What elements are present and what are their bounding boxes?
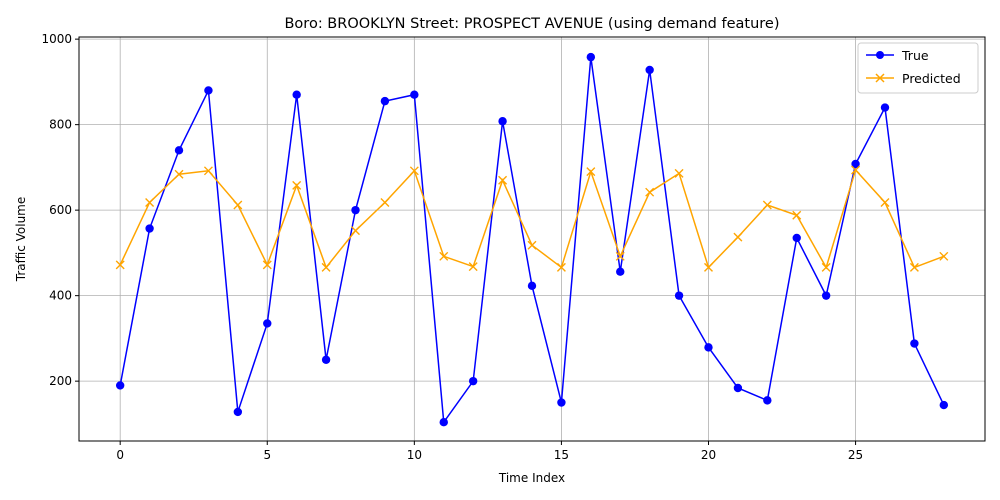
data-point-predicted [380,197,390,207]
y-tick-label: 600 [49,203,72,217]
legend-predicted-marker [875,73,885,83]
data-point-true [586,52,596,62]
chart-title: Boro: BROOKLYN Street: PROSPECT AVENUE (… [284,16,779,32]
data-point-predicted [145,197,155,207]
x-tick-label: 10 [407,448,422,462]
data-point-true [527,281,537,291]
data-point-predicted [468,262,478,272]
data-point-true [174,146,184,155]
data-point-predicted [233,200,243,210]
data-point-predicted [733,232,743,242]
data-point-predicted [292,180,302,190]
data-point-predicted [792,210,802,220]
series-predicted [115,165,949,272]
data-point-true [410,90,419,99]
series-layer [115,52,949,427]
legend-true-marker [876,51,884,59]
data-point-true [204,86,213,95]
data-point-predicted [615,251,625,261]
data-point-true [468,376,478,386]
y-axis-label: Traffic Volume [14,197,28,283]
axis-ticks: 0 5 10 15 20 25 200 400 600 800 1000 [41,32,863,462]
y-tick-label: 1000 [41,32,72,46]
y-tick-label: 400 [49,289,72,303]
plot-area-frame [78,36,986,442]
data-point-predicted [498,175,508,185]
y-tick-label: 200 [49,374,72,388]
data-point-true [880,103,890,112]
grid-lines [79,37,985,441]
x-tick-label: 15 [554,448,569,462]
data-point-true [351,205,360,215]
data-point-predicted [556,262,566,272]
series-line-predicted [119,168,945,270]
data-point-predicted [203,166,213,176]
data-point-predicted [439,251,449,261]
data-point-true [321,355,331,364]
data-point-predicted [909,262,919,272]
data-point-true [263,319,272,328]
series-true [115,52,949,427]
data-point-true [821,291,831,300]
data-point-predicted [527,240,537,250]
data-point-predicted [262,260,272,270]
data-point-predicted [321,262,331,272]
data-point-true [616,267,625,276]
legend-predicted-label: Predicted [902,71,961,86]
data-point-predicted [586,167,596,177]
data-point-true [645,65,654,75]
data-point-true [704,343,713,352]
x-tick-label: 20 [701,448,716,462]
data-point-predicted [762,200,772,210]
x-tick-label: 5 [263,448,271,462]
x-tick-label: 25 [848,448,863,462]
series-line-true [119,56,945,425]
data-point-predicted [409,166,419,176]
data-point-true [674,291,684,300]
data-point-predicted [174,169,184,179]
data-point-predicted [939,251,949,261]
data-point-true [115,381,125,390]
data-point-predicted [115,260,125,270]
data-point-true [557,398,566,407]
data-point-true [733,383,743,393]
data-point-true [292,90,301,99]
data-point-true [792,233,801,243]
data-point-predicted [880,197,890,207]
y-tick-label: 800 [49,118,72,132]
data-point-true [939,400,949,410]
data-point-true [910,339,919,348]
x-axis-label: Time Index [498,471,565,485]
data-point-predicted [821,262,831,272]
data-point-predicted [674,168,684,178]
legend: True Predicted [857,42,979,94]
legend-true-label: True [901,48,929,63]
data-point-true [763,396,772,405]
data-point-predicted [703,262,713,272]
data-point-predicted [645,187,655,197]
x-tick-label: 0 [116,448,124,462]
data-point-true [233,407,243,417]
data-point-predicted [851,165,861,175]
data-point-true [145,224,154,233]
data-point-predicted [351,226,361,236]
data-point-true [498,117,507,126]
data-point-true [851,159,860,169]
data-point-true [380,96,390,106]
data-point-true [439,417,448,427]
